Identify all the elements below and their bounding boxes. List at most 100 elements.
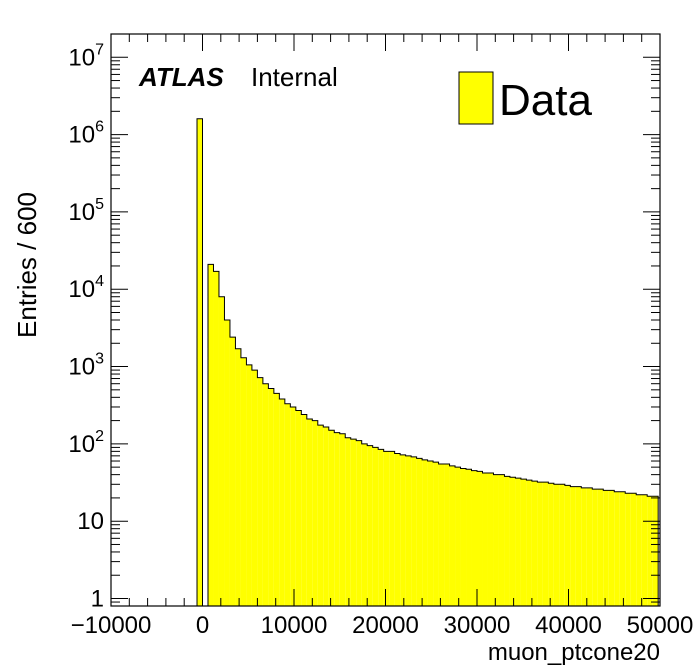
y-tick-label: 107 (68, 41, 104, 71)
histogram-bar (328, 430, 335, 606)
histogram-bar (405, 455, 412, 606)
histogram-bar (647, 496, 653, 606)
histogram-bar (608, 490, 615, 606)
histogram-bar (520, 479, 527, 606)
histogram-bar (246, 364, 252, 606)
histogram-bar (482, 472, 488, 606)
y-axis: 1 10 102 103 104 105 106 107 (68, 33, 660, 613)
x-axis: −10000 0 10000 20000 30000 40000 50000 (71, 34, 694, 639)
histogram-bar (559, 484, 565, 606)
y-tick-label: 106 (68, 119, 104, 149)
histogram-bar (251, 370, 258, 606)
histogram-bar (581, 487, 587, 606)
histogram-bar (531, 481, 538, 606)
histogram-bar (509, 477, 516, 606)
histogram-bar (636, 494, 642, 606)
histogram-bar (361, 443, 368, 606)
histogram-bar (284, 403, 291, 606)
histogram-bar (652, 496, 659, 606)
histogram-bar (526, 480, 532, 606)
x-tick-label: 40000 (535, 612, 602, 639)
x-tick-label: 50000 (627, 612, 694, 639)
histogram-bar (493, 474, 499, 606)
y-tick-label: 10 (77, 508, 104, 535)
histogram-bar (197, 118, 203, 606)
histogram-bar (356, 440, 362, 606)
histogram-bar (416, 458, 423, 606)
x-tick-label: 10000 (261, 612, 328, 639)
legend-swatch (458, 71, 494, 125)
histogram-bar (383, 451, 390, 606)
y-tick-label: 105 (68, 196, 104, 226)
histogram-bar (477, 471, 483, 606)
x-tick-label: 0 (196, 612, 209, 639)
y-tick-label: 103 (68, 351, 104, 381)
histogram-bar (306, 418, 313, 606)
x-tick-label: 20000 (352, 612, 419, 639)
histogram-bar (295, 410, 302, 606)
histogram-bars (197, 118, 659, 606)
histogram-bar (367, 445, 373, 606)
histogram-bar (389, 451, 395, 606)
histogram-bar (641, 494, 648, 606)
histogram-bar (449, 465, 456, 606)
histogram-bar (400, 454, 406, 606)
histogram-bar (515, 478, 521, 606)
histogram-bar (455, 467, 461, 606)
histogram-bar (427, 461, 434, 606)
histogram-bar (268, 388, 274, 606)
histogram-bar (438, 463, 445, 606)
histogram-bar (378, 449, 384, 606)
histogram-bar (570, 486, 576, 606)
histogram-bar (218, 296, 225, 606)
legend-label-data: Data (499, 76, 592, 125)
histogram-bar (262, 383, 269, 606)
histogram-bar (229, 337, 236, 606)
atlas-label-bold: ATLAS (138, 62, 224, 92)
histogram-bar (240, 357, 247, 606)
histogram-bar (207, 264, 214, 606)
histogram-bar (317, 425, 324, 606)
x-tick-label: −10000 (71, 612, 152, 639)
atlas-label-internal: Internal (251, 62, 338, 92)
x-tick-label: 30000 (444, 612, 511, 639)
histogram-bar (394, 453, 401, 606)
histogram-bar (542, 482, 549, 606)
histogram-bar (339, 433, 346, 606)
histogram-bar (279, 399, 285, 606)
histogram-bar (630, 493, 637, 606)
y-tick-label: 102 (68, 428, 104, 458)
histogram-bar (323, 427, 329, 606)
histogram-bar (235, 348, 241, 606)
histogram-bar (444, 463, 450, 606)
x-axis-label: muon_ptcone20 (488, 639, 660, 666)
histogram-bar (334, 432, 340, 606)
histogram-outline (196, 118, 659, 607)
histogram-bar (460, 468, 467, 606)
y-axis-label: Entries / 600 (12, 192, 42, 338)
y-tick-label: 1 (91, 586, 104, 613)
histogram-bar (312, 420, 318, 606)
histogram-bar (257, 377, 263, 606)
histogram-bar (537, 482, 543, 606)
histogram-bar (504, 476, 510, 606)
histogram-bar (575, 486, 582, 606)
histogram-bar (290, 406, 296, 606)
histogram-bar (487, 472, 494, 606)
histogram-bar (471, 470, 477, 606)
histogram-bar (614, 491, 620, 606)
histogram-bar (345, 437, 351, 606)
histogram-bar (301, 414, 307, 606)
histogram-bar (433, 462, 439, 606)
histogram-bar (350, 439, 357, 606)
histogram-bar (597, 489, 604, 606)
histogram-bar (273, 393, 280, 606)
histogram-bar (422, 459, 428, 606)
histogram-bar (592, 489, 598, 606)
histogram-bar (213, 271, 219, 606)
histogram-bar (411, 456, 417, 606)
histogram-bar (564, 485, 571, 606)
y-tick-label: 104 (68, 273, 104, 303)
histogram-bar (372, 447, 379, 606)
